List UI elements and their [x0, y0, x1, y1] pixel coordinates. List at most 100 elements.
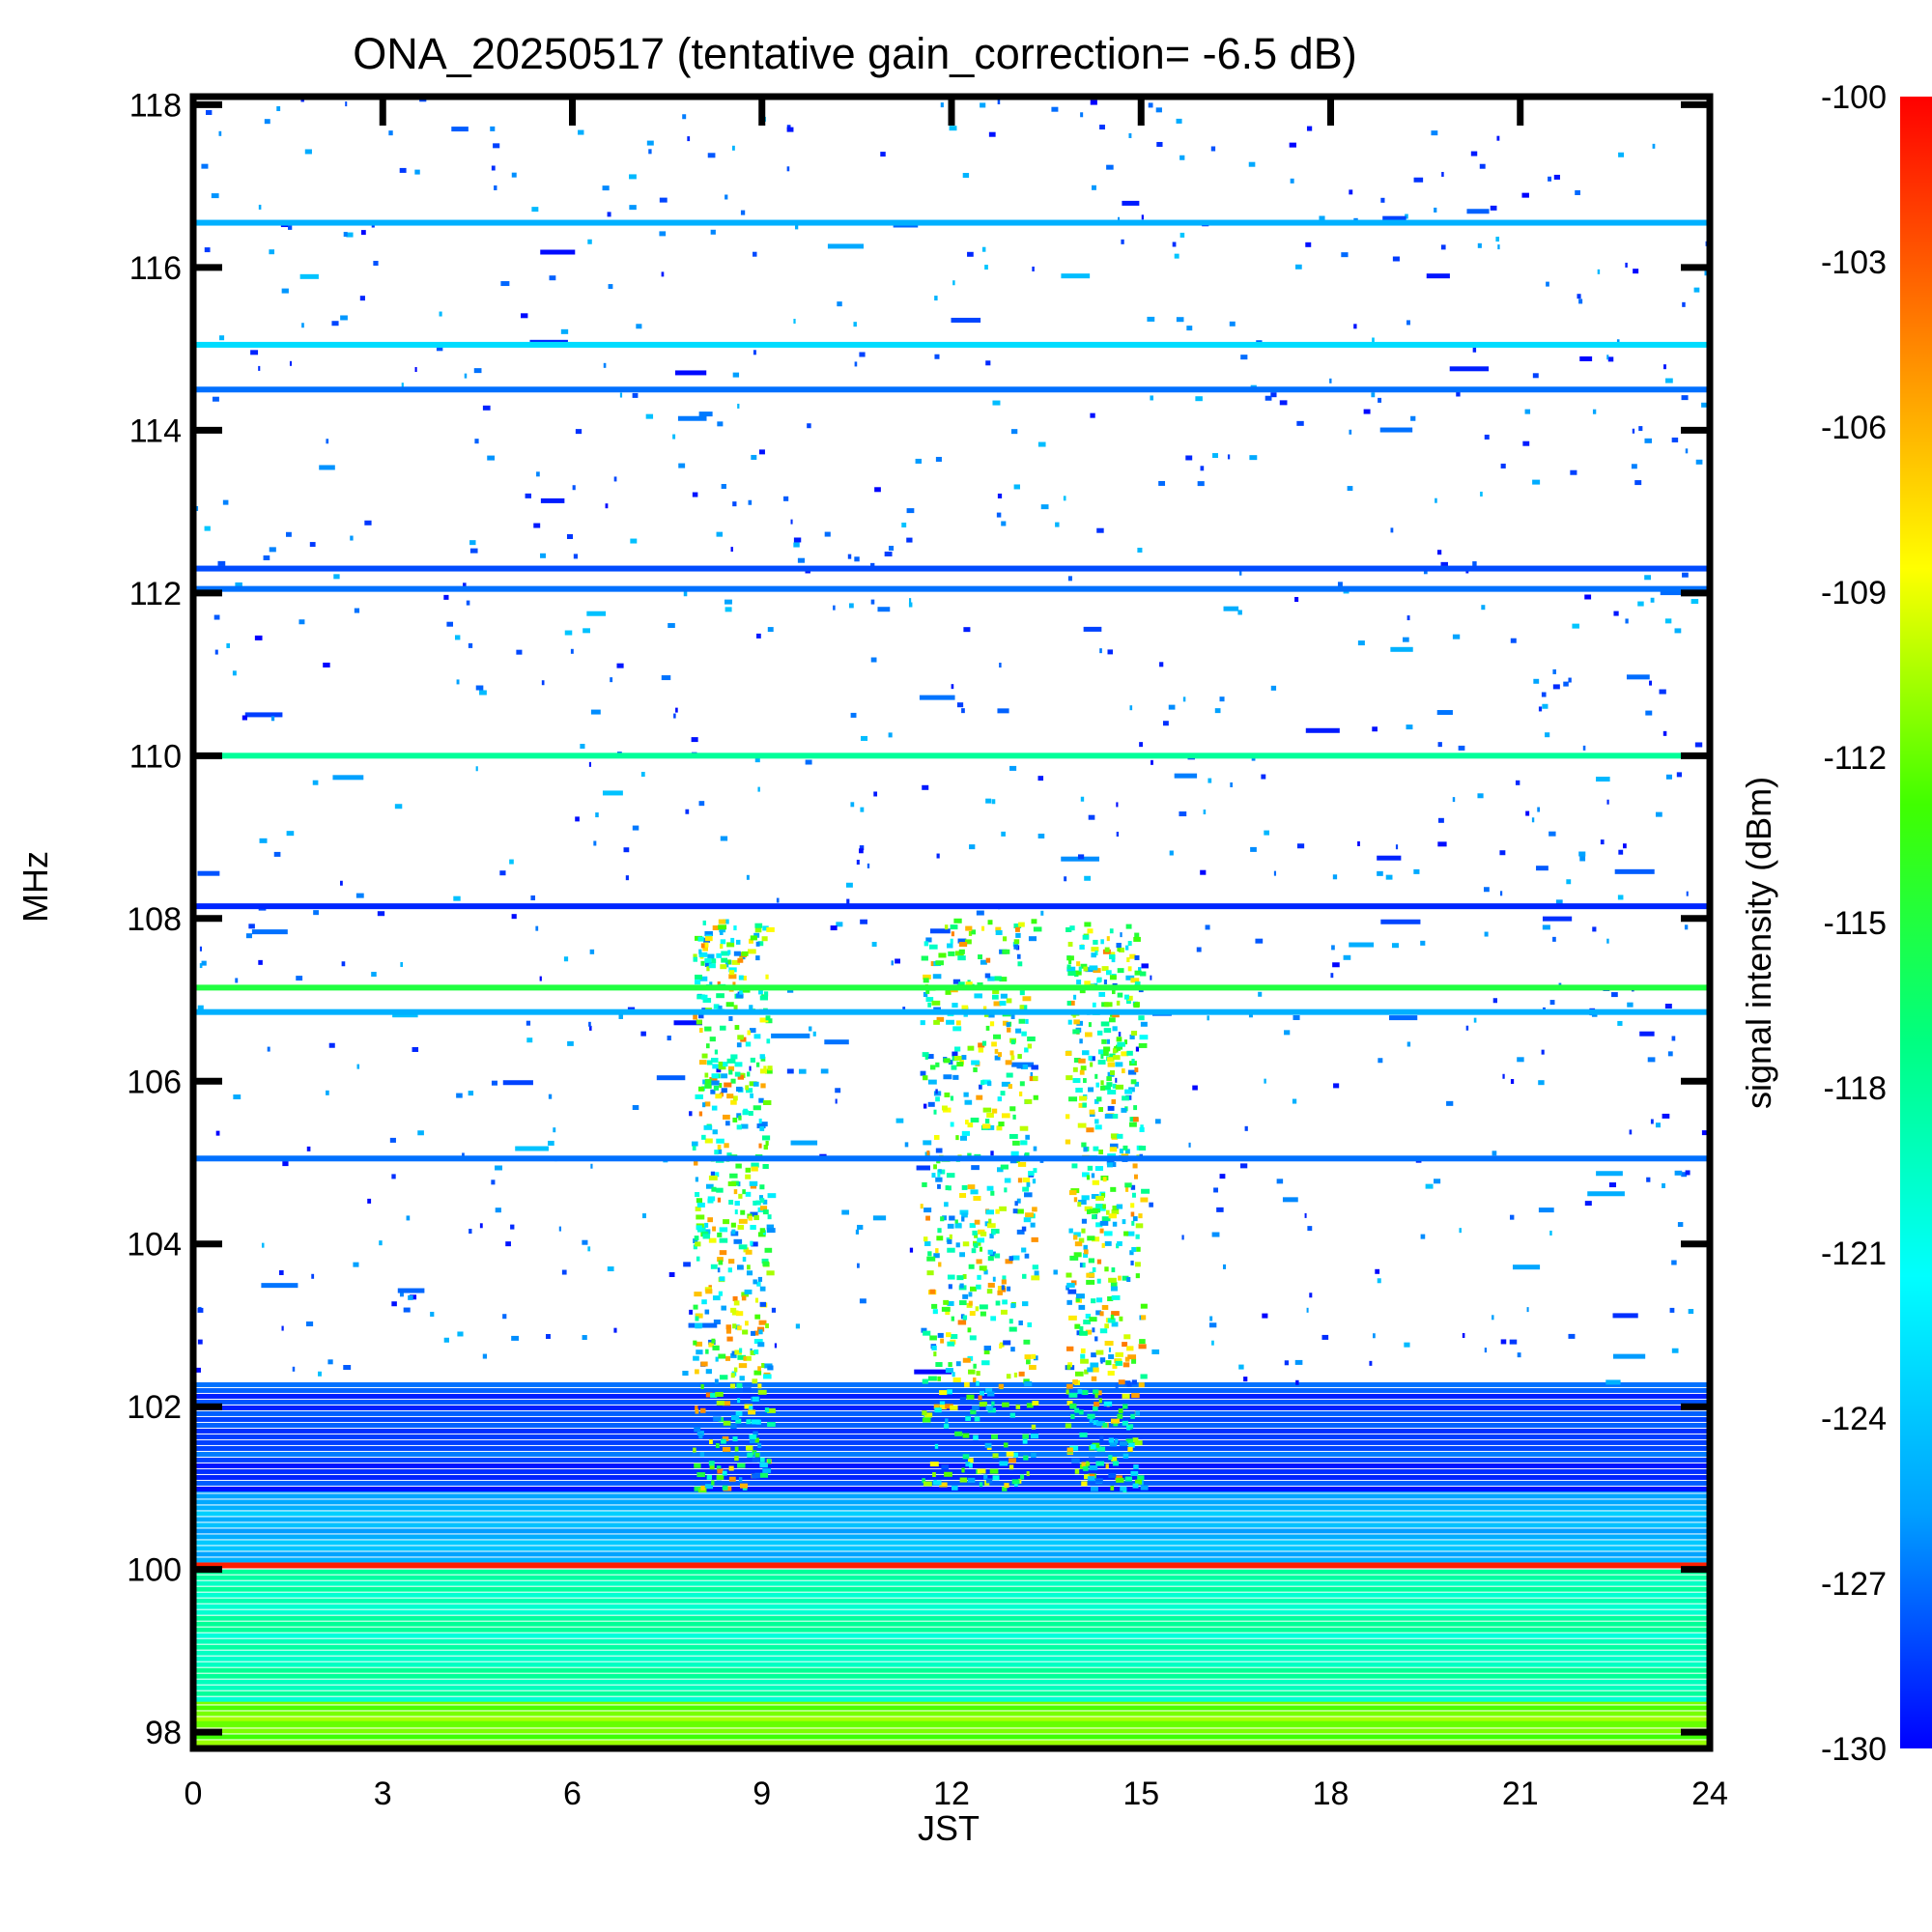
heatmap-cell — [1331, 945, 1335, 951]
heatmap-cell — [1083, 1320, 1091, 1325]
heatmap-cell — [1000, 1309, 1008, 1315]
x-axis-label: JST — [918, 1808, 980, 1848]
heatmap-cell — [992, 1276, 996, 1282]
heatmap-cell — [1404, 1342, 1410, 1348]
heatmap-cell — [937, 1332, 944, 1338]
heatmap-cell — [1115, 1044, 1123, 1050]
heatmap-cell — [1575, 189, 1580, 195]
heatmap-cell — [693, 956, 698, 962]
heatmap-cell — [1617, 895, 1624, 900]
x-tick-label: 18 — [1313, 1776, 1350, 1812]
heatmap-cell — [473, 368, 482, 374]
heatmap-cell — [392, 1012, 418, 1018]
heatmap-row — [193, 1499, 1710, 1505]
heatmap-cell — [728, 1476, 736, 1482]
heatmap-cell — [414, 169, 420, 175]
heatmap-cell — [723, 1114, 730, 1120]
heatmap-cell — [1068, 1190, 1077, 1196]
heatmap-cell — [1357, 840, 1360, 846]
heatmap-cell — [974, 993, 982, 999]
heatmap-cell — [1122, 1219, 1126, 1225]
heatmap-cell — [733, 1300, 740, 1306]
heatmap-cell — [718, 1291, 723, 1296]
heatmap-cell — [951, 1316, 954, 1321]
heatmap-cell — [1200, 466, 1205, 471]
heatmap-cell — [1083, 966, 1089, 972]
heatmap-cell — [718, 1260, 724, 1265]
heatmap-cell — [710, 1171, 716, 1177]
heatmap-row — [193, 1463, 1710, 1468]
heatmap-cell — [1196, 947, 1202, 952]
heatmap-cell — [929, 1065, 936, 1070]
heatmap-cell — [1663, 364, 1666, 370]
heatmap-row — [193, 1633, 1710, 1638]
heatmap-cell — [1134, 981, 1141, 987]
heatmap-cell — [1379, 427, 1413, 433]
heatmap-cell — [1410, 415, 1416, 421]
heatmap-cell — [1639, 1031, 1655, 1037]
heatmap-cell — [1230, 781, 1233, 787]
heatmap-cell — [1660, 590, 1685, 596]
heatmap-cell — [923, 1140, 932, 1146]
heatmap-cell — [933, 1019, 940, 1025]
heatmap-cell — [1131, 1393, 1140, 1399]
heatmap-cell — [645, 413, 654, 419]
heatmap-row — [193, 1468, 1710, 1474]
heatmap-cell — [705, 1289, 713, 1294]
heatmap-cell — [1122, 1453, 1129, 1459]
heatmap-cell — [999, 1001, 1007, 1007]
heatmap-cell — [771, 1307, 777, 1313]
heatmap-cell — [1406, 724, 1413, 730]
heatmap-cell — [1031, 1452, 1037, 1458]
heatmap-cell — [1349, 189, 1353, 195]
heatmap-cell — [730, 1373, 735, 1378]
heatmap-cell — [992, 1453, 999, 1459]
heatmap-cell — [1669, 1307, 1675, 1313]
heatmap-cell — [835, 1098, 838, 1104]
heatmap-cell — [884, 552, 893, 557]
heatmap-cell — [1112, 1461, 1120, 1466]
heatmap-cell — [1028, 936, 1037, 942]
heatmap-cell — [1688, 1309, 1694, 1315]
heatmap-cell — [716, 1400, 724, 1406]
heatmap-cell — [798, 1068, 807, 1074]
heatmap-cell — [1282, 1197, 1298, 1203]
heatmap-cell — [925, 988, 930, 994]
heatmap-cell — [987, 1223, 996, 1229]
heatmap-cell — [737, 957, 744, 963]
heatmap-cell — [1080, 1358, 1089, 1364]
heatmap-cell — [1659, 689, 1666, 695]
heatmap-cell — [973, 1242, 979, 1248]
heatmap-cell — [1010, 1347, 1015, 1352]
heatmap-cell — [717, 1257, 724, 1263]
heatmap-cell — [1102, 1177, 1107, 1182]
heatmap-cell — [1002, 1299, 1008, 1305]
heatmap-cell — [994, 976, 1002, 981]
heatmap-cell — [950, 1405, 958, 1410]
heatmap-cell — [1107, 1090, 1117, 1095]
heatmap-cell — [1009, 1256, 1014, 1262]
heatmap-cell — [1094, 1166, 1103, 1172]
heatmap-cell — [711, 1073, 719, 1079]
heatmap-cell — [1012, 1140, 1020, 1146]
heatmap-cell — [1010, 1013, 1015, 1019]
heatmap-cell — [1522, 440, 1530, 446]
heatmap-cell — [859, 352, 866, 357]
heatmap-cell — [976, 1371, 980, 1377]
heatmap-cell — [703, 942, 709, 948]
heatmap-cell — [968, 1264, 975, 1269]
heatmap-cell — [942, 1105, 948, 1111]
heatmap-cell — [1541, 1049, 1545, 1055]
heatmap-cell — [1600, 839, 1605, 845]
heatmap-cell — [736, 1042, 742, 1048]
y-tick-label: 110 — [129, 738, 182, 775]
heatmap-cell — [218, 130, 222, 136]
heatmap-cell — [1079, 944, 1085, 950]
heatmap-cell — [945, 1368, 953, 1374]
heatmap-cell — [984, 1119, 990, 1124]
heatmap-cell — [264, 119, 270, 125]
heatmap-cell — [937, 1172, 941, 1178]
heatmap-cell — [1093, 1420, 1099, 1426]
heatmap-cell — [197, 1005, 204, 1010]
heatmap-cell — [1138, 1146, 1147, 1151]
